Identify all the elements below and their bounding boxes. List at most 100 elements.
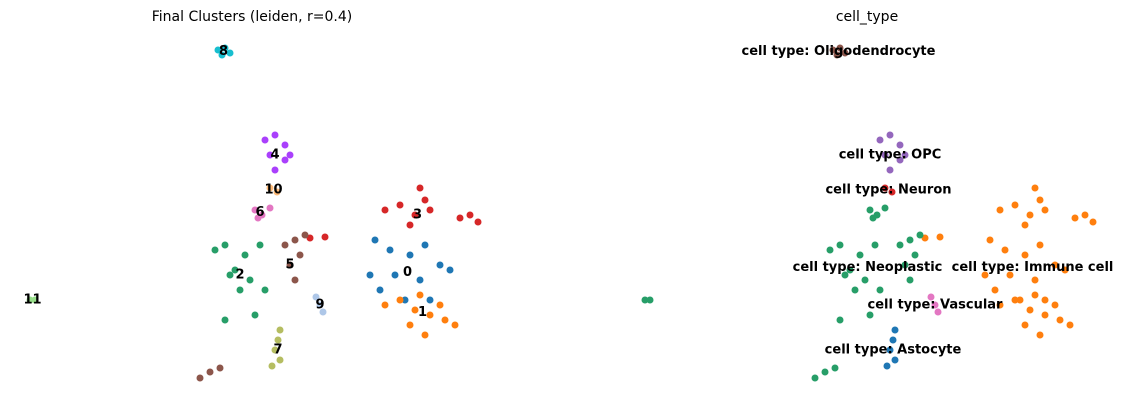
point [927,293,935,301]
point [881,204,889,212]
point [811,374,819,382]
point [386,246,394,254]
point [266,184,274,192]
point [411,306,419,314]
point [241,251,249,259]
point [441,316,449,324]
point [1071,214,1079,222]
point [281,156,289,164]
point [881,151,889,159]
point [1026,211,1034,219]
point [1011,296,1019,304]
point [226,49,234,57]
point [281,141,289,149]
point [221,316,229,324]
point [836,241,844,249]
point [646,296,654,304]
point [1011,201,1019,209]
point [451,321,459,329]
point [261,286,269,294]
cluster-label: cell type: Neuron [825,183,951,198]
point [876,286,884,294]
point [886,166,894,174]
point [934,308,942,316]
point [1036,331,1044,339]
cluster-label: 11 [23,293,41,308]
point [1016,296,1024,304]
point [281,241,289,249]
point [846,266,854,274]
point [1021,251,1029,259]
point [474,218,482,226]
point [276,326,284,334]
cluster-label: 5 [285,258,294,273]
point [446,266,454,274]
point [851,286,859,294]
point [869,214,877,222]
point [221,44,229,52]
point [268,362,276,370]
point [236,286,244,294]
point [291,236,299,244]
point [271,131,279,139]
point [901,261,909,269]
point [216,364,224,372]
point [381,301,389,309]
point [1089,218,1097,226]
point [931,301,939,309]
point [421,331,429,339]
point [916,231,924,239]
point [406,221,414,229]
point [1036,196,1044,204]
point [1036,241,1044,249]
point [1031,276,1039,284]
point [256,241,264,249]
point [206,368,214,376]
point [876,136,884,144]
point [1081,211,1089,219]
point [276,356,284,364]
point [836,44,844,52]
cluster-label: 10 [264,183,282,198]
point [391,271,399,279]
point [381,206,389,214]
point [254,214,262,222]
point [396,201,404,209]
point [1051,261,1059,269]
point [861,276,869,284]
point [266,204,274,212]
point [411,211,419,219]
point [273,188,281,196]
point [911,251,919,259]
point [436,301,444,309]
point [856,251,864,259]
point [416,291,424,299]
panel: Final Clusters (leiden, r=0.4) 0 1 2 3 4 5 6 7 8 9… [23,9,482,382]
cluster-label: 6 [255,205,264,220]
point [321,233,329,241]
point [416,184,424,192]
point [376,286,384,294]
point [986,236,994,244]
point [214,46,222,54]
point [421,196,429,204]
point [1056,316,1064,324]
point [883,362,891,370]
point [896,156,904,164]
point [1051,301,1059,309]
point [1041,311,1049,319]
point [218,51,226,59]
point [981,271,989,279]
cluster-label: cell type: Neoplastic [793,260,943,275]
point [889,336,897,344]
point [436,261,444,269]
point [891,356,899,364]
cluster-label: cell type: Astocyte [825,343,962,358]
point [26,296,34,304]
point [271,166,279,174]
point [891,326,899,334]
point [1041,296,1049,304]
point [251,206,259,214]
point [421,241,429,249]
